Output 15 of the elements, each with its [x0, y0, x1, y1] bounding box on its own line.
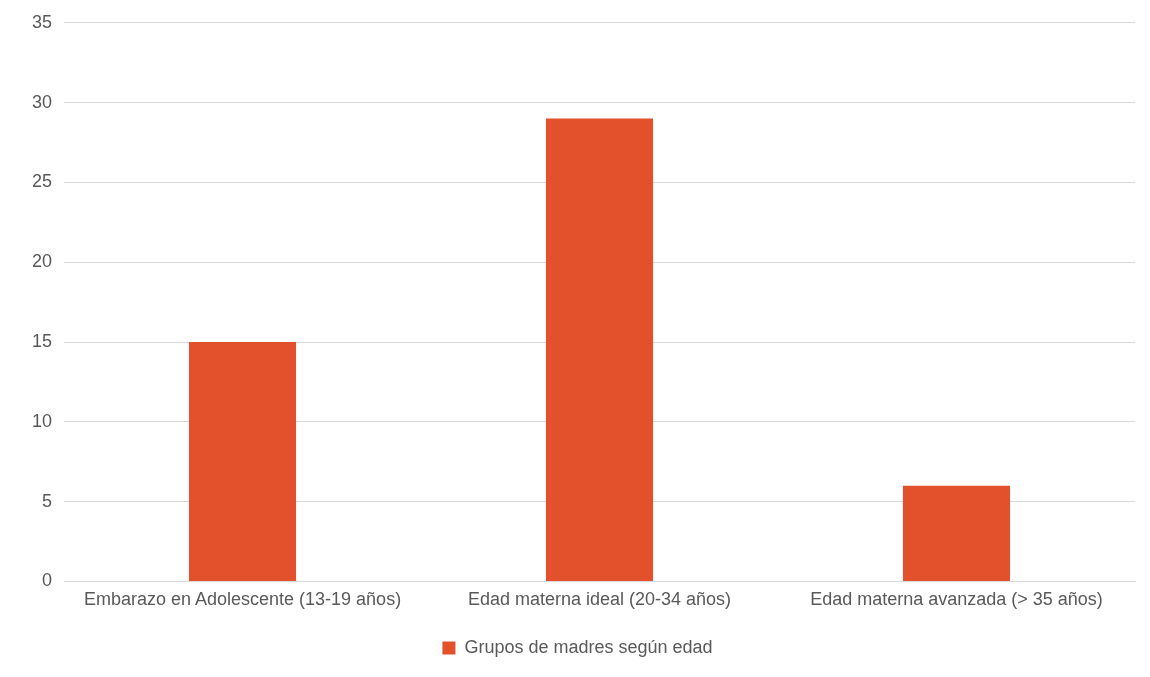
x-tick-label: Edad materna avanzada (> 35 años)	[810, 589, 1103, 610]
y-tick-label: 5	[42, 490, 53, 511]
x-tick-label: Edad materna ideal (20-34 años)	[467, 589, 732, 610]
y-tick-label: 25	[31, 171, 53, 192]
y-tick-label: 30	[31, 91, 53, 112]
y-tick-label: 20	[31, 251, 53, 272]
bar	[545, 118, 654, 581]
bar	[188, 342, 297, 581]
y-tick-label: 10	[31, 410, 53, 431]
y-tick-label: 35	[31, 11, 53, 32]
y-tick-label: 0	[42, 570, 53, 591]
x-tick-label: Embarazo en Adolescente (13-19 años)	[83, 589, 402, 610]
legend-label: Grupos de madres según edad	[464, 636, 713, 657]
y-tick-label: 15	[31, 330, 53, 351]
bar	[902, 485, 1011, 581]
